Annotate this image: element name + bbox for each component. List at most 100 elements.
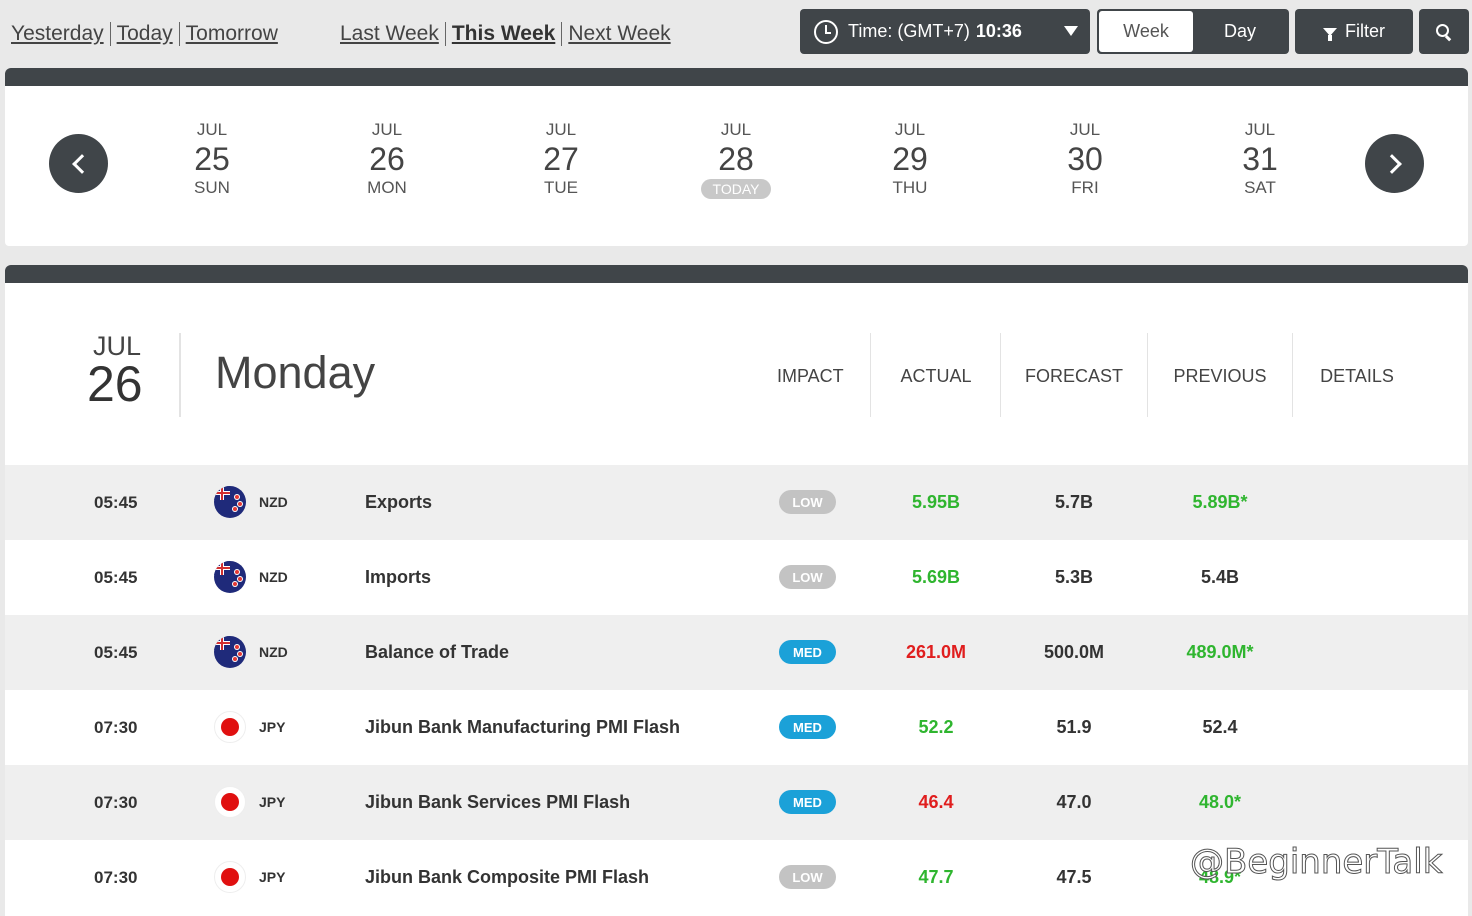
event-row[interactable]: 05:45 NZD Imports LOW 5.69B 5.3B 5.4B [5, 540, 1468, 615]
search-button[interactable] [1419, 9, 1469, 54]
column-forecast: FORECAST [1024, 366, 1123, 386]
event-name: Jibun Bank Manufacturing PMI Flash [365, 717, 681, 737]
impact-badge: LOW [779, 565, 836, 589]
previous-week-button[interactable] [49, 134, 108, 193]
event-row[interactable]: 05:45 NZD Exports LOW 5.95B 5.7B 5.89B* [5, 465, 1468, 540]
event-previous: 52.4 [1202, 717, 1238, 737]
event-actual: 52.2 [918, 717, 954, 737]
clock-icon [814, 19, 838, 44]
day-nav: Yesterday Today Tomorrow [11, 22, 278, 46]
day-weekday: MON [367, 178, 407, 197]
impact-badge: LOW [779, 865, 836, 889]
day-tab-27[interactable]: JUL 27 TUE [501, 120, 621, 198]
header-day-name: Monday [215, 347, 376, 398]
nz-flag-icon [214, 636, 246, 668]
nav-today-link[interactable]: Today [116, 22, 173, 45]
event-previous: 48.0* [1198, 792, 1242, 812]
column-details: DETAILS [1320, 366, 1394, 386]
day-number: 25 [194, 141, 230, 177]
event-forecast: 47.0 [1056, 792, 1092, 812]
nav-last-week-link[interactable]: Last Week [340, 22, 439, 45]
jp-flag-icon [214, 861, 246, 893]
event-forecast: 5.3B [1054, 567, 1094, 587]
event-forecast: 51.9 [1056, 717, 1092, 737]
event-previous: 5.4B [1200, 567, 1240, 587]
nav-tomorrow-link[interactable]: Tomorrow [185, 22, 278, 45]
event-previous: 5.89B* [1192, 492, 1248, 512]
event-actual: 46.4 [918, 792, 954, 812]
jp-flag-icon [214, 786, 246, 818]
chevron-left-icon [71, 153, 92, 174]
event-currency: NZD [259, 494, 288, 510]
nz-flag-icon [214, 561, 246, 593]
nav-next-week-link[interactable]: Next Week [568, 22, 671, 45]
column-impact: IMPACT [777, 366, 844, 386]
next-week-button[interactable] [1365, 134, 1424, 193]
day-month: JUL [196, 120, 228, 139]
nav-separator [444, 22, 446, 46]
day-number: 27 [543, 141, 579, 177]
day-month: JUL [545, 120, 577, 139]
event-actual: 47.7 [918, 867, 954, 887]
event-currency: NZD [259, 569, 288, 585]
nav-separator [561, 22, 563, 46]
calendar-panel: JUL 26 Monday IMPACT ACTUAL FORECAST PRE… [5, 283, 1468, 916]
day-number: 30 [1067, 141, 1103, 177]
chevron-down-icon [1064, 26, 1078, 36]
column-divider [1147, 333, 1148, 417]
event-actual: 5.69B [911, 567, 961, 587]
event-time: 07:30 [94, 718, 138, 737]
day-tab-29[interactable]: JUL 29 THU [850, 120, 970, 198]
day-weekday: THU [892, 178, 928, 197]
filter-label: Filter [1345, 21, 1385, 41]
filter-icon [1323, 27, 1337, 41]
week-view-button[interactable]: Week [1099, 11, 1193, 52]
column-actual: ACTUAL [900, 366, 972, 386]
nav-yesterday-link[interactable]: Yesterday [11, 22, 104, 45]
nz-flag-icon [214, 486, 246, 518]
day-tab-26[interactable]: JUL 26 MON [327, 120, 447, 198]
event-time: 05:45 [94, 568, 138, 587]
day-number: 29 [892, 141, 928, 177]
event-name: Jibun Bank Composite PMI Flash [365, 867, 650, 887]
day-tab-28[interactable]: JUL 28 TODAY [676, 120, 796, 199]
header-month: JUL [93, 331, 142, 361]
event-currency: JPY [259, 719, 286, 735]
search-icon [1436, 23, 1449, 37]
column-previous: PREVIOUS [1173, 366, 1267, 386]
day-tab-31[interactable]: JUL 31 SAT [1200, 120, 1320, 198]
event-forecast: 5.7B [1054, 492, 1094, 512]
view-toggle: Week Day [1097, 9, 1289, 54]
event-row[interactable]: 07:30 JPY Jibun Bank Composite PMI Flash… [5, 840, 1468, 915]
day-month: JUL [1244, 120, 1276, 139]
day-tab-30[interactable]: JUL 30 FRI [1025, 120, 1145, 198]
nav-this-week-link[interactable]: This Week [451, 22, 556, 45]
event-row[interactable]: 07:30 JPY Jibun Bank Services PMI Flash … [5, 765, 1468, 840]
impact-badge: LOW [779, 490, 836, 514]
event-previous: 489.0M* [1186, 642, 1254, 662]
column-divider [1292, 333, 1293, 417]
event-row[interactable]: 07:30 JPY Jibun Bank Manufacturing PMI F… [5, 690, 1468, 765]
event-row[interactable]: 05:45 NZD Balance of Trade MED 261.0M 50… [5, 615, 1468, 690]
event-name: Balance of Trade [365, 642, 510, 662]
day-month: JUL [371, 120, 403, 139]
day-weekday: SUN [194, 178, 230, 197]
day-tab-25[interactable]: JUL 25 SUN [152, 120, 272, 198]
event-actual: 261.0M [905, 642, 967, 662]
day-weekday: SAT [1244, 178, 1276, 197]
header-day-number: 26 [87, 356, 143, 412]
event-forecast: 500.0M [1043, 642, 1105, 662]
impact-badge: MED [779, 640, 836, 664]
event-time: 07:30 [94, 868, 138, 887]
event-time: 05:45 [94, 643, 138, 662]
current-time: 10:36 [975, 21, 1022, 41]
filter-button[interactable]: Filter [1295, 9, 1413, 54]
day-header: JUL 26 Monday IMPACT ACTUAL FORECAST PRE… [5, 283, 1468, 465]
timezone-dropdown[interactable]: Time: (GMT+7) 10:36 [800, 9, 1090, 54]
week-nav: Last Week This Week Next Week [340, 22, 671, 46]
event-name: Imports [365, 567, 432, 587]
event-currency: JPY [259, 794, 286, 810]
day-month: JUL [1069, 120, 1101, 139]
day-view-button[interactable]: Day [1223, 21, 1256, 41]
impact-badge: MED [779, 790, 836, 814]
